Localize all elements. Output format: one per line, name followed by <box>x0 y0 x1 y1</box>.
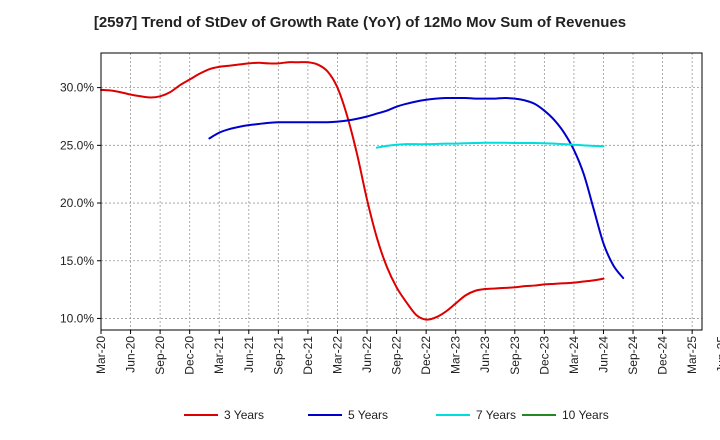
legend-label-7-years: 7 Years <box>476 408 516 422</box>
x-tick-label: Jun-24 <box>596 336 610 373</box>
plot-frame <box>100 52 703 331</box>
x-tick-label: Jun-21 <box>242 336 256 373</box>
x-tick-label: Mar-25 <box>685 336 699 374</box>
x-tick-label: Sep-20 <box>153 336 167 375</box>
x-tick-label: Sep-21 <box>271 336 285 375</box>
y-tick-label: 15.0% <box>60 254 94 268</box>
series-lines <box>100 61 625 321</box>
legend: 3 Years 5 Years 7 Years 10 Years <box>184 408 609 422</box>
legend-label-3-years: 3 Years <box>224 408 264 422</box>
x-tick-label: Dec-21 <box>301 336 315 375</box>
x-tick-label: Dec-22 <box>419 336 433 375</box>
x-axis: Mar-20 Jun-20 Sep-20 Dec-20 Mar-21 Jun-21 Sep-… <box>94 330 720 375</box>
y-tick-label: 30.0% <box>60 81 94 95</box>
x-tick-label: Dec-24 <box>656 336 670 375</box>
x-tick-label: Sep-24 <box>626 336 640 375</box>
x-tick-label: Sep-22 <box>390 336 404 375</box>
series-line-5-years <box>208 96 625 280</box>
y-axis: 10.0% 15.0% 20.0% 25.0% 30.0% <box>60 81 101 325</box>
x-tick-label: Dec-23 <box>537 336 551 375</box>
y-tick-label: 25.0% <box>60 138 94 152</box>
x-tick-label: Mar-20 <box>94 336 108 374</box>
chart-title: [2597] Trend of StDev of Growth Rate (Yo… <box>93 14 627 31</box>
x-tick-label: Mar-22 <box>330 336 344 374</box>
x-tick-label: Mar-21 <box>212 336 226 374</box>
x-tick-label: Jun-25 <box>715 336 720 373</box>
x-tick-label: Jun-22 <box>360 336 374 373</box>
legend-label-10-years: 10 Years <box>562 408 609 422</box>
x-tick-label: Sep-23 <box>508 336 522 375</box>
series-line-3-years <box>100 61 605 321</box>
x-tick-label: Mar-24 <box>567 336 581 374</box>
x-tick-label: Jun-20 <box>124 336 138 373</box>
y-tick-label: 10.0% <box>60 311 94 325</box>
plot-background <box>101 53 702 330</box>
x-tick-label: Mar-23 <box>449 336 463 374</box>
x-tick-label: Dec-20 <box>183 336 197 375</box>
x-tick-label: Jun-23 <box>478 336 492 373</box>
series-line-7-years <box>375 141 605 149</box>
legend-label-5-years: 5 Years <box>348 408 388 422</box>
y-tick-label: 20.0% <box>60 196 94 210</box>
